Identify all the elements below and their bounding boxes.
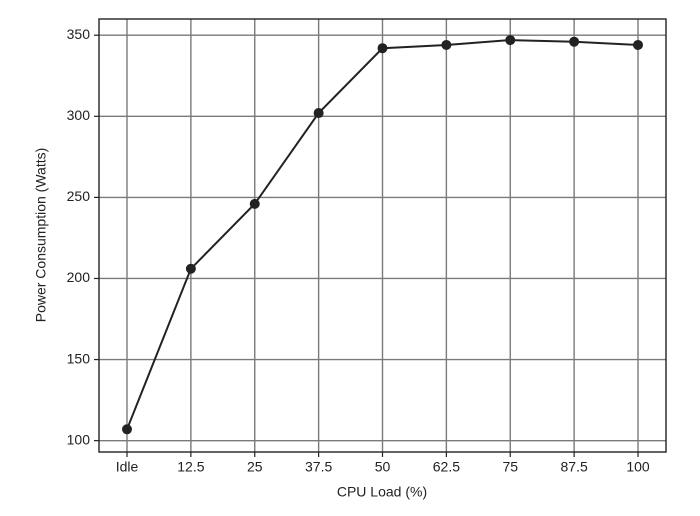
x-tick-label: 87.5	[561, 459, 588, 475]
x-tick-label: Idle	[116, 459, 139, 475]
data-point	[185, 263, 196, 274]
x-tick-label: 62.5	[433, 459, 460, 475]
y-tick-label: 350	[67, 26, 91, 42]
x-tick-label: 12.5	[177, 459, 204, 475]
plot-frame	[98, 18, 667, 453]
x-axis-label: CPU Load (%)	[337, 484, 427, 500]
x-tick-label: 37.5	[305, 459, 332, 475]
x-tick-label: 100	[626, 459, 650, 475]
data-point	[249, 198, 260, 209]
data-point	[313, 108, 324, 119]
y-tick-label: 100	[67, 431, 91, 447]
y-tick-label: 250	[67, 188, 91, 204]
data-point	[122, 424, 132, 435]
x-tick-label: 75	[502, 459, 518, 475]
data-point	[377, 43, 388, 54]
data-point	[569, 36, 580, 47]
data-point	[441, 39, 452, 50]
x-tick-label: 25	[247, 459, 263, 475]
data-point	[505, 35, 516, 46]
y-axis-label: Power Consumption (Watts)	[33, 148, 49, 323]
y-tick-label: 150	[67, 350, 91, 366]
y-tick-label: 200	[67, 269, 91, 285]
y-tick-label: 300	[67, 107, 91, 123]
data-point	[633, 39, 643, 50]
x-tick-label: 50	[375, 459, 391, 475]
